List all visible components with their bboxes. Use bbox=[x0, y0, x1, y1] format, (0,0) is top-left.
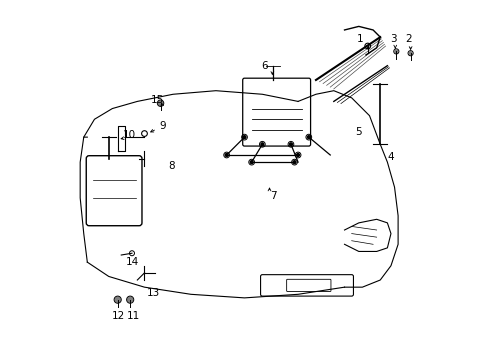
Text: 13: 13 bbox=[146, 288, 160, 297]
Circle shape bbox=[292, 161, 295, 163]
Text: 5: 5 bbox=[355, 127, 362, 137]
Circle shape bbox=[115, 297, 120, 302]
Text: 9: 9 bbox=[159, 121, 165, 131]
Circle shape bbox=[296, 154, 299, 157]
Text: 14: 14 bbox=[125, 257, 138, 267]
Circle shape bbox=[394, 50, 397, 53]
Text: 7: 7 bbox=[269, 191, 276, 201]
Text: 6: 6 bbox=[260, 61, 267, 71]
Circle shape bbox=[127, 297, 132, 302]
Circle shape bbox=[289, 143, 292, 146]
Text: 4: 4 bbox=[387, 152, 393, 162]
Text: 12: 12 bbox=[112, 311, 125, 321]
Circle shape bbox=[408, 52, 411, 55]
Circle shape bbox=[225, 154, 227, 157]
Text: 1: 1 bbox=[357, 34, 363, 44]
Circle shape bbox=[261, 143, 263, 146]
FancyBboxPatch shape bbox=[242, 78, 310, 146]
Circle shape bbox=[158, 101, 163, 105]
Text: 10: 10 bbox=[122, 130, 136, 140]
FancyBboxPatch shape bbox=[86, 156, 142, 226]
Text: 15: 15 bbox=[150, 95, 163, 105]
Text: 11: 11 bbox=[127, 311, 140, 321]
Text: 8: 8 bbox=[167, 161, 174, 171]
Circle shape bbox=[250, 161, 253, 163]
Text: 3: 3 bbox=[390, 34, 396, 44]
Circle shape bbox=[307, 136, 309, 139]
Circle shape bbox=[243, 136, 245, 139]
Text: 2: 2 bbox=[405, 34, 411, 44]
